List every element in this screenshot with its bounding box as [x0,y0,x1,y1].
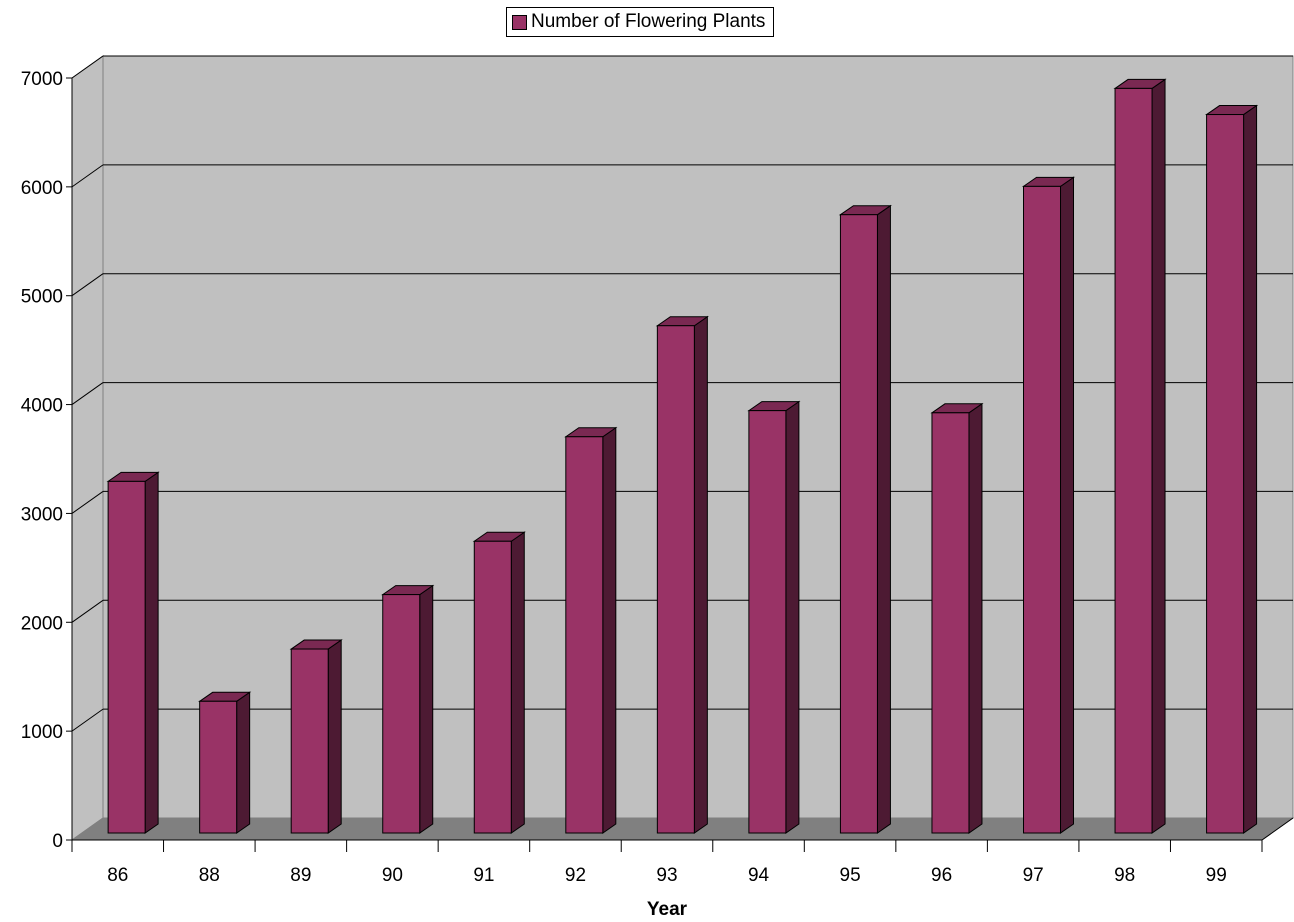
gridline-side [71,164,104,188]
bar-side [693,315,708,834]
bar [107,480,146,834]
bar [1206,114,1245,834]
x-axis-title: Year [647,899,688,920]
x-tick-label: 93 [656,865,677,886]
x-tick-label: 92 [565,865,586,886]
bar [656,325,695,834]
bar-side [1243,104,1258,834]
bar-side [236,691,251,834]
x-tick-label: 91 [473,865,494,886]
bar-side [968,402,983,834]
x-tick-label: 86 [107,865,128,886]
bar-side [419,584,434,834]
y-tick-label: 7000 [21,69,63,90]
bar-side [602,426,617,834]
legend-swatch [512,14,527,30]
x-tick-label: 88 [199,865,220,886]
bar-side [785,400,800,834]
bar-side [876,204,891,834]
y-tick-label: 0 [52,831,63,852]
side-wall [71,55,104,841]
x-tick-label: 89 [290,865,311,886]
y-tick-label: 4000 [21,396,63,417]
x-tick-label: 95 [840,865,861,886]
x-tick-label: 90 [382,865,403,886]
gridline-side [71,491,104,514]
bar [565,436,604,834]
x-tick-label: 97 [1023,865,1044,886]
x-axis-depth [1261,817,1294,841]
bar [199,700,238,834]
bar [382,594,421,834]
gridline-side [71,599,104,623]
bar [473,540,512,834]
gridline-side [71,382,104,405]
y-tick-label: 5000 [21,287,63,308]
x-tick-label: 99 [1206,865,1227,886]
bar [748,410,787,834]
bar [931,412,970,834]
gridline-side [71,273,104,297]
y-tick-label: 2000 [21,613,63,634]
bar-side [1151,78,1166,834]
gridline-side [71,708,104,732]
x-tick-label: 96 [931,865,952,886]
y-tick-label: 6000 [21,178,63,199]
bar [839,214,878,834]
legend-label: Number of Flowering Plants [531,11,766,32]
bar [290,648,329,834]
gridline-side [71,55,104,79]
y-tick-label: 1000 [21,722,63,743]
x-tick-label: 94 [748,865,770,886]
bar-side [327,639,342,834]
bar [1114,87,1153,834]
x-tick-label: 98 [1114,865,1135,886]
y-tick-label: 3000 [21,504,63,525]
bar-side [1060,176,1075,834]
bar [1023,185,1062,834]
bar-side [144,471,159,834]
legend: Number of Flowering Plants [506,7,775,37]
bar-side [510,531,525,834]
